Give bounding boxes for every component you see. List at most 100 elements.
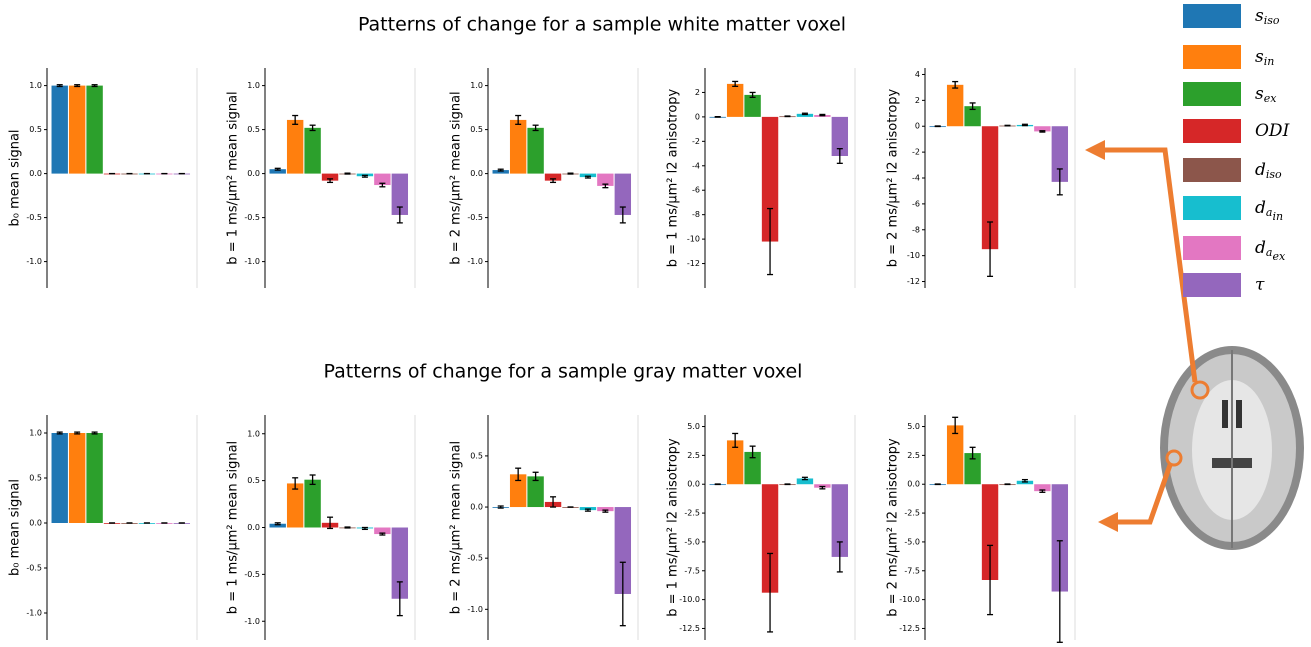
y-tick-label: -12 (907, 277, 920, 286)
error-bar (567, 173, 573, 174)
legend-swatch (1183, 236, 1241, 260)
y-tick-label: -12 (687, 259, 700, 268)
error-bar (1004, 125, 1010, 126)
y-tick-label: 0.0 (247, 169, 260, 178)
bar (287, 483, 303, 527)
y-tick-label: -0.5 (26, 213, 42, 222)
y-tick-label: 0.5 (29, 125, 42, 134)
error-bar (802, 113, 808, 114)
y-axis-label: b = 1 ms/μm² mean signal (226, 441, 241, 614)
error-bar (1039, 131, 1045, 132)
y-tick-label: 5.0 (687, 422, 700, 431)
legend-swatch (1183, 119, 1241, 143)
legend-main: ODI (1255, 121, 1290, 141)
y-tick-label: -1.0 (467, 605, 483, 614)
bar (947, 85, 963, 126)
title: Patterns of change for a sample gray mat… (324, 361, 803, 383)
legend-main: s (1255, 47, 1264, 67)
y-tick-label: -2 (912, 148, 920, 157)
legend-swatch (1183, 82, 1241, 106)
bar (527, 128, 543, 174)
y-tick-label: 0.0 (470, 503, 483, 512)
y-tick-label: -6 (692, 186, 700, 195)
error-bar (344, 173, 350, 174)
y-tick-label: -7.5 (684, 566, 700, 575)
y-tick-label: -5.0 (684, 537, 700, 546)
y-tick-label: -10 (907, 251, 920, 260)
y-tick-label: 5.0 (907, 422, 920, 431)
y-tick-label: 0 (915, 122, 920, 131)
legend-label: daex (1255, 238, 1286, 264)
y-tick-label: -0.5 (467, 213, 483, 222)
title: Patterns of change for a sample white ma… (358, 14, 846, 36)
y-tick-label: 0.0 (687, 480, 700, 489)
error-bar (819, 114, 825, 115)
legend-swatch (1183, 4, 1241, 28)
figure: Patterns of change for a sample white ma… (0, 0, 1311, 647)
y-tick-label: -10 (687, 235, 700, 244)
y-axis-label: b = 2 ms/μm² mean signal (449, 441, 464, 614)
legend-label: diso (1255, 160, 1282, 182)
y-tick-label: 2 (915, 96, 920, 105)
legend-label: dain (1255, 198, 1283, 224)
legend-main: d (1255, 238, 1266, 258)
legend-sub: in (1264, 55, 1275, 68)
y-tick-label: 2 (695, 88, 700, 97)
y-tick-label: -10.0 (899, 595, 920, 604)
bar (510, 120, 526, 174)
bar (947, 425, 963, 484)
y-tick-label: -1.0 (244, 257, 260, 266)
y-axis-label: b = 2 ms/μm² l2 anisotropy (886, 88, 901, 267)
y-tick-label: 0.5 (247, 476, 260, 485)
y-tick-label: 0.0 (29, 169, 42, 178)
legend-label: sin (1255, 47, 1274, 69)
y-axis-label: b = 1 ms/μm² mean signal (226, 91, 241, 264)
y-tick-label: 1.0 (29, 81, 42, 90)
bar (86, 86, 102, 174)
y-tick-label: -8 (912, 225, 920, 234)
y-tick-label: 2.5 (907, 451, 920, 460)
y-tick-label: 1.0 (247, 429, 260, 438)
y-tick-label: 1.0 (29, 429, 42, 438)
brain (1160, 346, 1304, 550)
y-tick-label: -0.5 (244, 570, 260, 579)
error-bar (344, 527, 350, 528)
y-tick-label: -7.5 (904, 566, 920, 575)
y-axis-label: b₀ mean signal (8, 479, 23, 576)
legend-subsub: in (1272, 210, 1283, 223)
legend-subsub: ex (1272, 250, 1286, 263)
y-tick-label: -2.5 (684, 509, 700, 518)
bar (52, 86, 68, 174)
legend-swatch (1183, 273, 1241, 297)
bar (69, 433, 85, 523)
y-axis-label: b = 1 ms/μm² l2 anisotropy (666, 438, 681, 617)
y-tick-label: -4 (692, 161, 700, 170)
error-bar (602, 510, 608, 512)
bar (52, 433, 68, 523)
legend-label: siso (1255, 6, 1280, 28)
bar (304, 480, 320, 528)
y-tick-label: 0.0 (470, 169, 483, 178)
y-tick-label: -2.5 (904, 509, 920, 518)
y-tick-label: -12.5 (679, 624, 700, 633)
legend-label: ODI (1255, 121, 1290, 141)
bar (86, 433, 102, 523)
y-tick-label: -12.5 (899, 624, 920, 633)
legend-swatch (1183, 158, 1241, 182)
y-axis-label: b₀ mean signal (8, 129, 23, 226)
legend-sub: iso (1266, 168, 1282, 181)
y-tick-label: 0.5 (29, 474, 42, 483)
bar (287, 120, 303, 174)
y-tick-label: 0.5 (247, 125, 260, 134)
bar (304, 128, 320, 174)
y-tick-label: -0.5 (467, 554, 483, 563)
legend-label: sex (1255, 84, 1277, 106)
y-tick-label: -5.0 (904, 537, 920, 546)
y-tick-label: -10.0 (679, 595, 700, 604)
y-tick-label: 0.0 (29, 519, 42, 528)
y-tick-label: -1.0 (467, 257, 483, 266)
error-bar (935, 126, 941, 127)
legend-sub: ex (1264, 92, 1278, 105)
legend-main: s (1255, 84, 1264, 104)
y-tick-label: 4 (915, 70, 920, 79)
